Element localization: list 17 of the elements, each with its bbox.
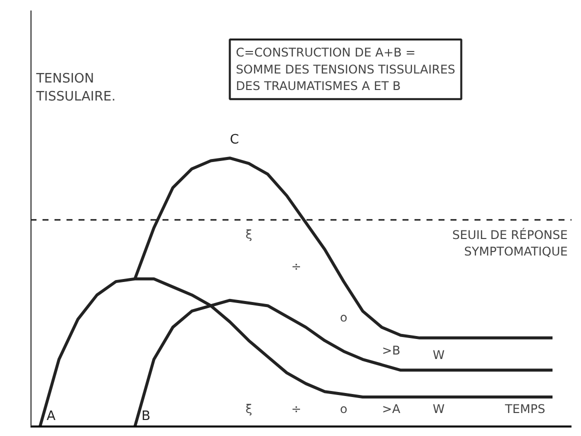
annotation: >A xyxy=(382,402,402,416)
annotation: >B xyxy=(382,343,400,358)
y-axis-title: TENSION TISSULAIRE. xyxy=(35,71,116,104)
ref-line-label: SEUIL DE RÉPONSE SYMPTOMATIQUE xyxy=(452,226,568,259)
annotation: ξ xyxy=(245,402,252,416)
annotation: ÷ xyxy=(291,402,302,416)
x-axis-title: TEMPS xyxy=(504,402,546,416)
annotation: ÷ xyxy=(291,260,302,274)
series-label: B xyxy=(142,408,150,424)
annotation: W xyxy=(432,402,445,416)
chart-title: C=CONSTRUCTION DE A+B = SOMME DES TENSIONS TISSULAIRES DES TRAUMATISMES A ET B xyxy=(236,45,456,94)
annotation: o xyxy=(340,402,348,416)
annotation: W xyxy=(432,348,445,362)
series-label: A xyxy=(46,408,56,424)
series-label: C xyxy=(230,132,239,148)
annotation: o xyxy=(340,310,348,325)
annotation: ξ xyxy=(245,227,252,242)
